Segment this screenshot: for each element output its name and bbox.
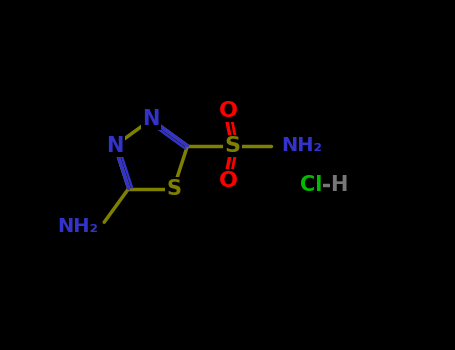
Text: O: O: [219, 101, 238, 121]
Text: N: N: [106, 136, 123, 156]
Text: N: N: [142, 110, 160, 130]
Text: O: O: [219, 170, 238, 190]
Text: H: H: [331, 175, 348, 195]
Text: NH₂: NH₂: [57, 217, 98, 236]
Text: S: S: [225, 136, 241, 156]
Text: NH₂: NH₂: [281, 136, 322, 155]
Text: S: S: [166, 178, 181, 198]
Text: Cl: Cl: [300, 175, 322, 195]
